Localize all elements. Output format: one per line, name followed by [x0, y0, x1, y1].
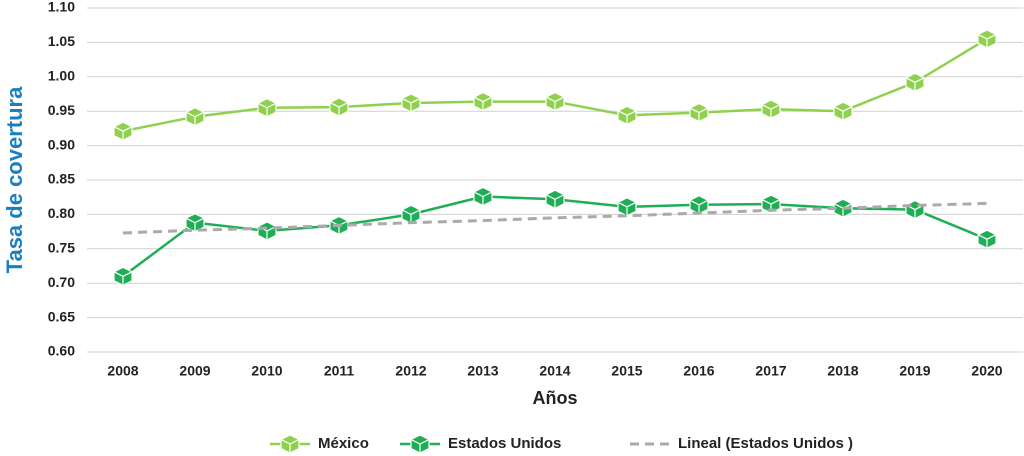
legend-marker-edge [410, 438, 430, 453]
y-axis-label: Tasa de covertura [2, 86, 27, 273]
point-marker-edge [905, 77, 925, 92]
legend-marker-edge [280, 438, 300, 453]
y-tick-label: 1.05 [48, 33, 75, 49]
legend-label: Lineal (Estados Unidos ) [678, 435, 853, 452]
x-tick-label: 2016 [683, 363, 714, 379]
point-marker-edge [113, 126, 133, 141]
y-tick-label: 0.60 [48, 343, 75, 359]
y-tick-label: 0.80 [48, 205, 75, 221]
point-marker-edge [545, 194, 565, 209]
series-line [122, 37, 988, 133]
x-tick-label: 2008 [107, 363, 138, 379]
point-marker-edge [257, 102, 277, 117]
x-tick-label: 2019 [899, 363, 930, 379]
point-marker-edge [689, 107, 709, 122]
point-marker-edge [977, 234, 997, 249]
point-marker-edge [473, 96, 493, 111]
x-tick-label: 2011 [324, 363, 355, 379]
point-marker-edge [113, 271, 133, 286]
point-marker-edge [833, 106, 853, 121]
point-marker-edge [473, 191, 493, 206]
x-axis-label: Años [533, 388, 578, 408]
x-tick-label: 2015 [611, 363, 642, 379]
point-marker-edge [401, 97, 421, 112]
x-tick-label: 2017 [755, 363, 786, 379]
x-tick-label: 2014 [539, 363, 570, 379]
point-marker-edge [617, 110, 637, 125]
point-marker-edge [185, 111, 205, 126]
x-tick-label: 2009 [179, 363, 210, 379]
y-tick-label: 0.75 [48, 240, 75, 256]
point-marker-edge [329, 102, 349, 117]
series-line [122, 201, 988, 235]
x-tick-label: 2018 [827, 363, 858, 379]
point-marker-edge [977, 33, 997, 48]
x-tick-label: 2020 [971, 363, 1002, 379]
x-tick-label: 2012 [395, 363, 426, 379]
y-tick-label: 0.95 [48, 102, 75, 118]
point-marker-edge [617, 201, 637, 216]
y-tick-label: 1.10 [48, 0, 75, 15]
y-tick-label: 0.85 [48, 171, 75, 187]
point-marker-edge [545, 96, 565, 111]
x-tick-label: 2010 [251, 363, 282, 379]
legend-label: Estados Unidos [448, 435, 561, 452]
point-marker-edge [185, 217, 205, 232]
x-tick-label: 2013 [467, 363, 498, 379]
point-marker-edge [761, 104, 781, 119]
y-tick-label: 0.70 [48, 274, 75, 290]
y-tick-label: 1.00 [48, 68, 75, 84]
legend-label: México [318, 435, 369, 452]
y-tick-label: 0.65 [48, 308, 75, 324]
y-tick-label: 0.90 [48, 136, 75, 152]
